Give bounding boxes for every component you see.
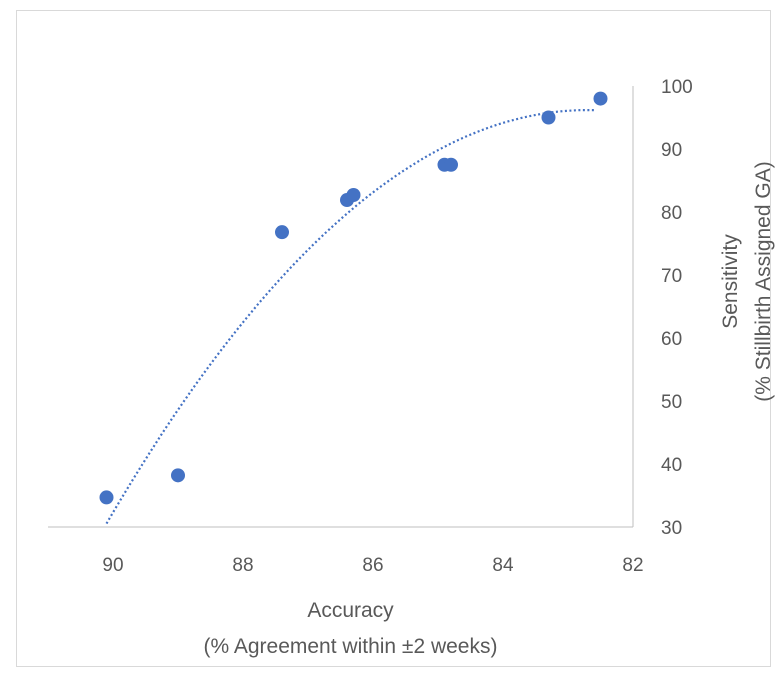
y-tick-label: 90 [661, 140, 682, 161]
trendline-path [105, 108, 594, 525]
y-tick-label: 50 [661, 392, 682, 413]
data-points [99, 91, 608, 505]
y-axis-title-line2: (% Stillbirth Assigned GA) [752, 161, 775, 401]
y-tick-label: 40 [661, 455, 682, 476]
y-tick-label: 70 [661, 266, 682, 287]
x-axis-title-line2: (% Agreement within ±2 weeks) [204, 635, 498, 658]
data-point [171, 468, 185, 483]
data-point [99, 490, 114, 505]
y-tick-label: 60 [661, 329, 682, 350]
x-tick-label: 90 [102, 555, 123, 576]
trendline [105, 108, 594, 525]
x-tick-label: 88 [232, 555, 253, 576]
data-point [593, 91, 608, 106]
x-tick-label: 84 [492, 555, 514, 576]
data-point [541, 110, 556, 125]
y-tick-label: 100 [661, 77, 693, 98]
x-tick-label: 82 [622, 555, 643, 576]
data-point [275, 225, 289, 240]
data-point [346, 187, 361, 202]
y-tick-label: 30 [661, 518, 682, 539]
x-axis-title-line1: Accuracy [307, 599, 394, 622]
data-point [444, 157, 458, 172]
x-tick-label: 86 [362, 555, 383, 576]
axes [48, 86, 634, 528]
y-axis-title-line1: Sensitivity [719, 234, 742, 329]
y-tick-label: 80 [661, 203, 682, 224]
chart-frame [16, 10, 771, 667]
y-tick-labels: 30 40 50 60 70 80 90 100 [661, 77, 693, 539]
x-tick-labels: 90 88 86 84 82 [102, 555, 643, 576]
